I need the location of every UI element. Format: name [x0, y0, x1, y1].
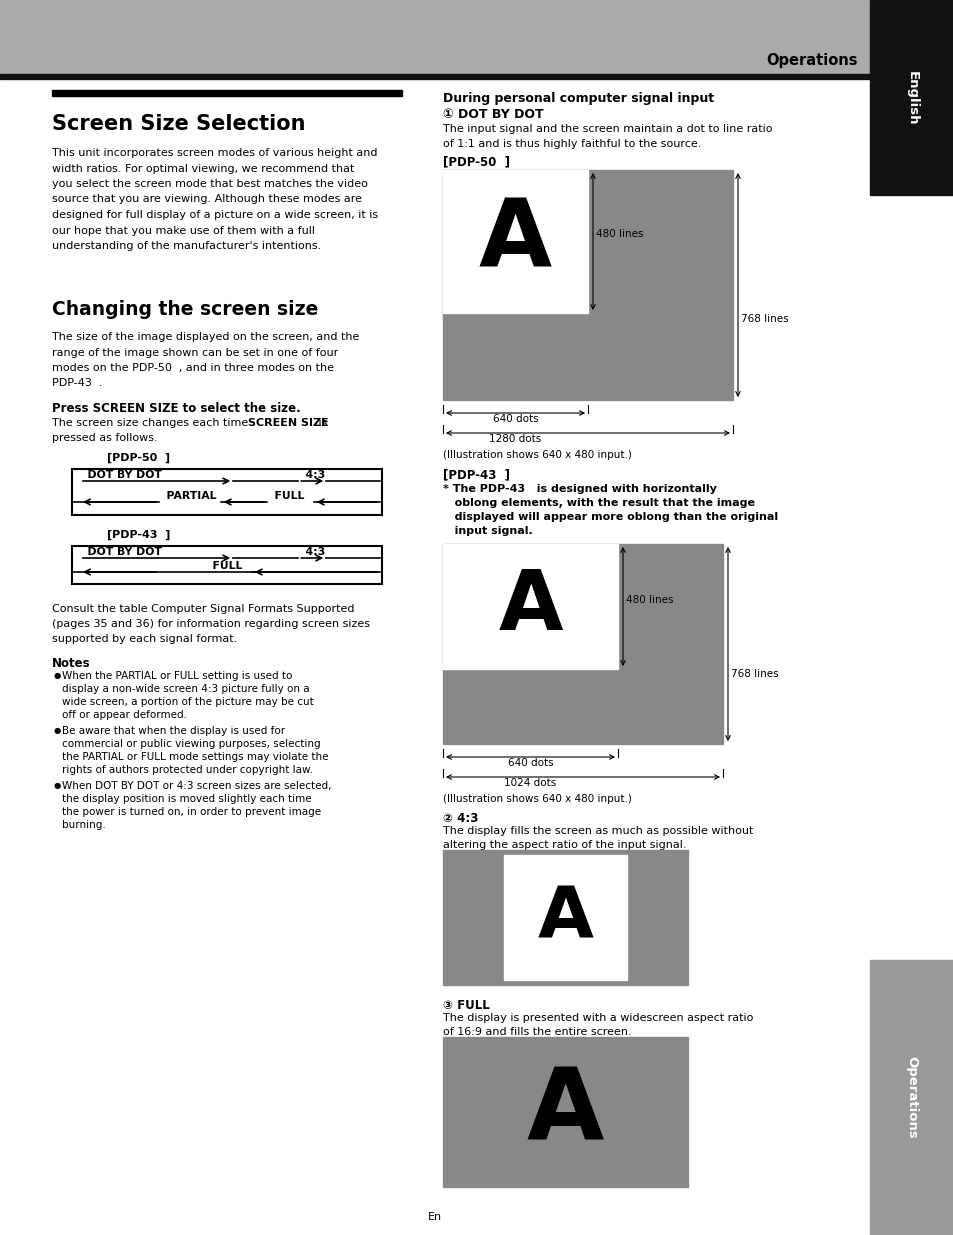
Text: our hope that you make use of them with a full: our hope that you make use of them with … [52, 226, 314, 236]
Text: you select the screen mode that best matches the video: you select the screen mode that best mat… [52, 179, 368, 189]
Text: 4:3: 4:3 [298, 471, 325, 480]
Text: off or appear deformed.: off or appear deformed. [62, 710, 187, 720]
Text: source that you are viewing. Although these modes are: source that you are viewing. Although th… [52, 194, 361, 205]
Text: commercial or public viewing purposes, selecting: commercial or public viewing purposes, s… [62, 739, 320, 748]
Text: 1280 dots: 1280 dots [489, 433, 541, 445]
Text: range of the image shown can be set in one of four: range of the image shown can be set in o… [52, 347, 338, 357]
Text: [PDP-43  ]: [PDP-43 ] [442, 468, 510, 480]
Text: pressed as follows.: pressed as follows. [52, 433, 157, 443]
Bar [442, 543, 722, 743]
Text: input signal.: input signal. [442, 526, 532, 536]
Text: * The PDP-43   is designed with horizontally: * The PDP-43 is designed with horizontal… [442, 484, 716, 494]
Bar [52, 90, 401, 93]
Text: ●: ● [54, 781, 61, 790]
Text: 640 dots: 640 dots [507, 758, 553, 768]
Text: 480 lines: 480 lines [596, 230, 643, 240]
Text: During personal computer signal input: During personal computer signal input [442, 91, 714, 105]
Text: [PDP-50  ]: [PDP-50 ] [107, 453, 170, 463]
Text: Changing the screen size: Changing the screen size [52, 300, 318, 319]
Text: This unit incorporates screen modes of various height and: This unit incorporates screen modes of v… [52, 148, 377, 158]
Text: wide screen, a portion of the picture may be cut: wide screen, a portion of the picture ma… [62, 697, 314, 706]
Text: Operations: Operations [904, 1056, 918, 1139]
Text: modes on the PDP-50  , and in three modes on the: modes on the PDP-50 , and in three modes… [52, 363, 334, 373]
Text: ●: ● [54, 726, 61, 735]
Text: (Illustration shows 640 x 480 input.): (Illustration shows 640 x 480 input.) [442, 794, 631, 804]
Text: Press SCREEN SIZE to select the size.: Press SCREEN SIZE to select the size. [52, 403, 300, 415]
Text: displayed will appear more oblong than the original: displayed will appear more oblong than t… [442, 513, 778, 522]
Text: A: A [526, 1063, 603, 1161]
Text: Screen Size Selection: Screen Size Selection [52, 114, 305, 135]
Text: 4:3: 4:3 [298, 547, 325, 557]
Text: A: A [478, 195, 552, 288]
Text: 768 lines: 768 lines [740, 315, 788, 325]
Bar [0, 0, 869, 74]
Text: The display fills the screen as much as possible without: The display fills the screen as much as … [442, 826, 753, 836]
Bar [504, 856, 626, 979]
Text: burning.: burning. [62, 820, 106, 830]
Text: The display is presented with a widescreen aspect ratio: The display is presented with a widescre… [442, 1013, 753, 1023]
Text: When DOT BY DOT or 4:3 screen sizes are selected,: When DOT BY DOT or 4:3 screen sizes are … [62, 781, 331, 790]
Text: the PARTIAL or FULL mode settings may violate the: the PARTIAL or FULL mode settings may vi… [62, 752, 328, 762]
Text: The size of the image displayed on the screen, and the: The size of the image displayed on the s… [52, 332, 359, 342]
Text: DOT BY DOT: DOT BY DOT [80, 471, 162, 480]
Text: 480 lines: 480 lines [625, 595, 673, 605]
Bar [442, 1037, 687, 1187]
Text: En: En [428, 1212, 441, 1221]
Text: PDP-43  .: PDP-43 . [52, 378, 102, 389]
Bar [442, 850, 687, 986]
Text: display a non-wide screen 4:3 picture fully on a: display a non-wide screen 4:3 picture fu… [62, 684, 310, 694]
Text: oblong elements, with the result that the image: oblong elements, with the result that th… [442, 498, 754, 508]
Text: Notes: Notes [52, 657, 91, 671]
Text: ●: ● [54, 671, 61, 680]
Text: A: A [537, 883, 593, 952]
Text: ③ FULL: ③ FULL [442, 999, 489, 1011]
Text: ② 4:3: ② 4:3 [442, 811, 477, 825]
Text: rights of authors protected under copyright law.: rights of authors protected under copyri… [62, 764, 313, 776]
Text: 1024 dots: 1024 dots [504, 778, 556, 788]
Text: The screen size changes each time: The screen size changes each time [52, 417, 252, 429]
Text: A: A [497, 566, 562, 647]
Text: The input signal and the screen maintain a dot to line ratio: The input signal and the screen maintain… [442, 124, 772, 135]
Bar [442, 170, 732, 400]
Text: PARTIAL: PARTIAL [158, 492, 216, 501]
Bar [442, 543, 618, 669]
Text: Operations: Operations [765, 53, 857, 68]
Text: SCREEN SIZE: SCREEN SIZE [248, 417, 329, 429]
Text: altering the aspect ratio of the input signal.: altering the aspect ratio of the input s… [442, 840, 686, 850]
Bar [869, 0, 953, 195]
Text: Be aware that when the display is used for: Be aware that when the display is used f… [62, 726, 285, 736]
Text: (pages 35 and 36) for information regarding screen sizes: (pages 35 and 36) for information regard… [52, 619, 370, 629]
Text: [PDP-43  ]: [PDP-43 ] [107, 530, 171, 540]
Text: Consult the table Computer Signal Formats Supported: Consult the table Computer Signal Format… [52, 604, 355, 614]
Text: designed for full display of a picture on a wide screen, it is: designed for full display of a picture o… [52, 210, 377, 220]
Text: width ratios. For optimal viewing, we recommend that: width ratios. For optimal viewing, we re… [52, 163, 354, 173]
Text: supported by each signal format.: supported by each signal format. [52, 634, 237, 643]
Text: the display position is moved slightly each time: the display position is moved slightly e… [62, 794, 312, 804]
Bar [0, 74, 869, 79]
Text: understanding of the manufacturer's intentions.: understanding of the manufacturer's inte… [52, 241, 321, 251]
Bar [71, 546, 381, 584]
Bar [71, 469, 381, 515]
Text: DOT BY DOT: DOT BY DOT [80, 547, 162, 557]
Text: [PDP-50  ]: [PDP-50 ] [442, 156, 510, 168]
Text: English: English [904, 70, 918, 125]
Text: ① DOT BY DOT: ① DOT BY DOT [442, 107, 543, 121]
Bar [442, 170, 587, 312]
Text: When the PARTIAL or FULL setting is used to: When the PARTIAL or FULL setting is used… [62, 671, 292, 680]
Text: 768 lines: 768 lines [730, 669, 778, 679]
Text: of 1:1 and is thus highly faithful to the source.: of 1:1 and is thus highly faithful to th… [442, 140, 700, 149]
Text: 640 dots: 640 dots [492, 414, 537, 424]
Text: of 16:9 and fills the entire screen.: of 16:9 and fills the entire screen. [442, 1028, 631, 1037]
Bar [869, 960, 953, 1235]
Text: FULL: FULL [205, 561, 242, 571]
Text: (Illustration shows 640 x 480 input.): (Illustration shows 640 x 480 input.) [442, 450, 631, 459]
Bar [52, 94, 401, 95]
Text: is: is [314, 417, 327, 429]
Text: FULL: FULL [267, 492, 304, 501]
Text: the power is turned on, in order to prevent image: the power is turned on, in order to prev… [62, 806, 321, 818]
